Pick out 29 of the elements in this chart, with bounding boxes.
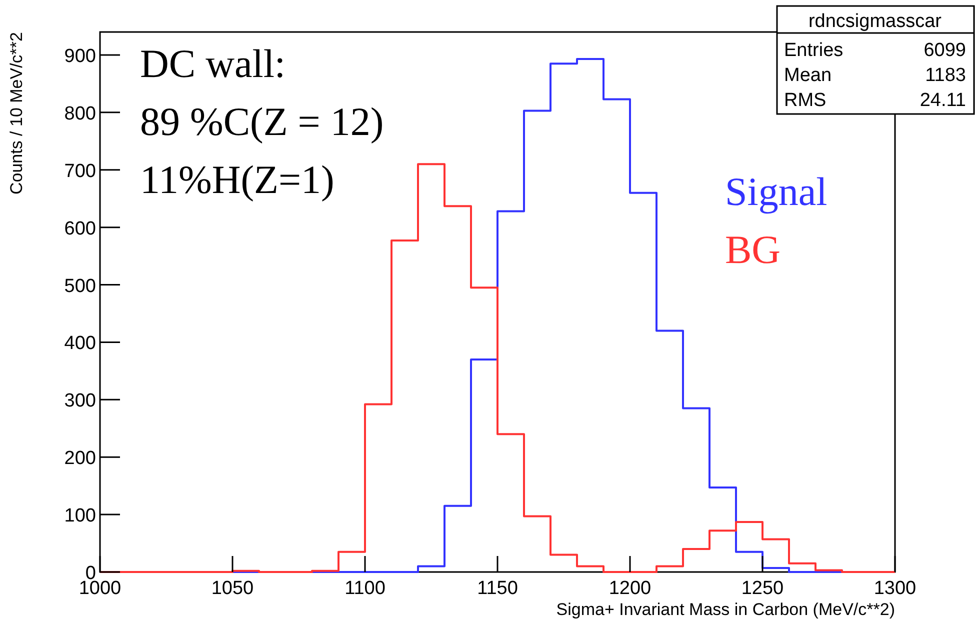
text: 6099: [924, 40, 966, 61]
x-tick-label: 1050: [211, 578, 254, 599]
y-tick-label: 500: [64, 276, 96, 297]
annotation: Entries: [784, 40, 844, 61]
y-tick-label: 400: [64, 333, 96, 354]
text: BG: [725, 227, 781, 272]
y-tick-label: 900: [64, 46, 96, 67]
y-tick-label: 800: [64, 103, 96, 124]
annotation: 11%H(Z=1): [140, 157, 334, 202]
x-axis-title: Sigma+ Invariant Mass in Carbon (MeV/c**2): [556, 600, 895, 619]
y-tick-label: 600: [64, 218, 96, 240]
annotation: rdncsigmasscar: [808, 11, 942, 32]
x-tick-label: 1150: [477, 578, 518, 599]
annotation: RMS: [784, 90, 826, 111]
y-axis-title: Counts / 10 MeV/c**2: [7, 32, 26, 195]
y-tick-label: 100: [64, 506, 96, 527]
annotation: Mean: [784, 65, 832, 86]
y-tick-label: 300: [64, 390, 96, 412]
text: 1183: [925, 65, 966, 86]
x-tick-label: 1300: [874, 578, 916, 599]
series-label: Signal: [725, 169, 828, 214]
x-tick-label: 1250: [741, 578, 784, 599]
x-tick-label: 1100: [344, 578, 386, 599]
y-tick-label: 200: [64, 448, 96, 470]
x-tick-label: 1200: [608, 578, 652, 599]
annotation: 89 %C(Z = 12): [140, 99, 384, 144]
text: 24.11: [920, 90, 966, 111]
annotation: DC wall:: [140, 41, 286, 86]
y-tick-label: 700: [64, 160, 96, 182]
